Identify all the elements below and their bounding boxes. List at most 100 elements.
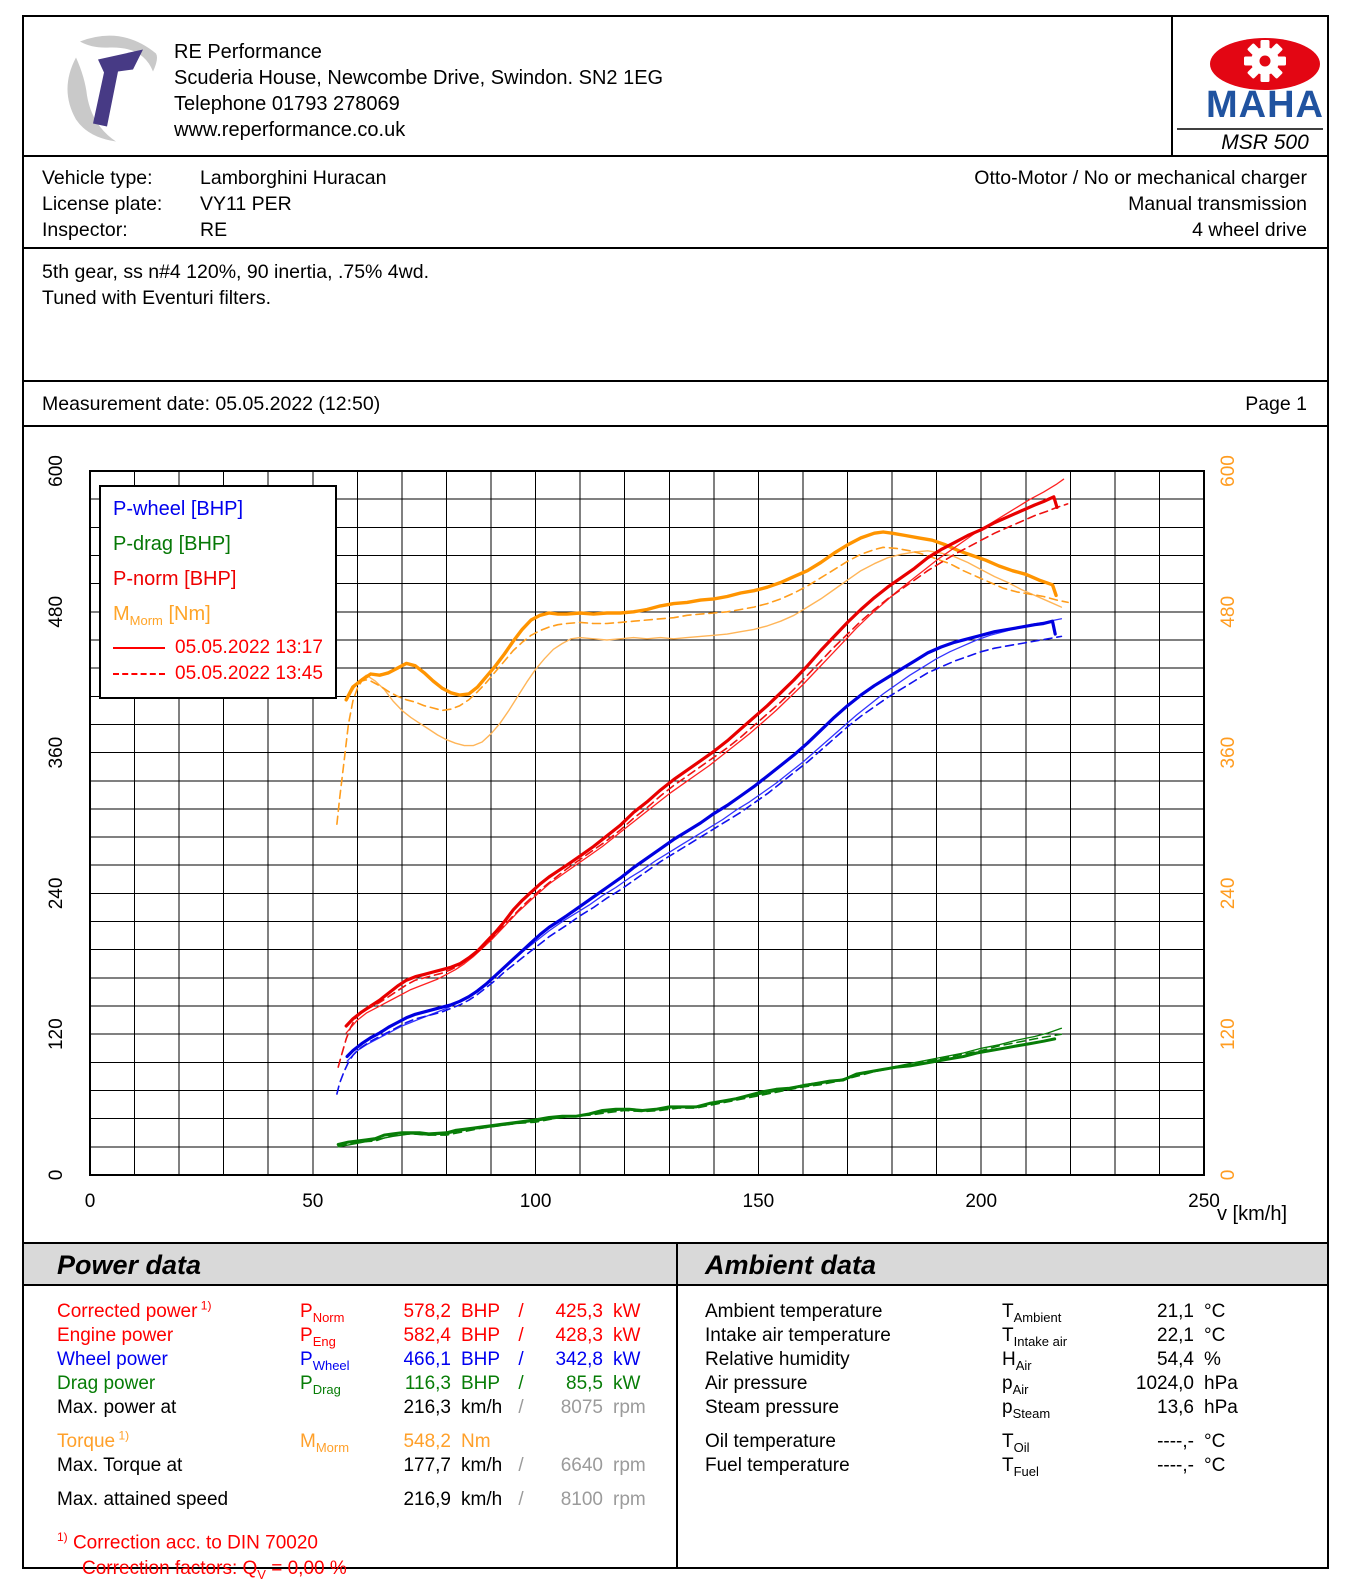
row-unit-1: BHP xyxy=(461,1373,501,1394)
row-value-2: 342,8 xyxy=(555,1349,603,1370)
row-unit-1: °C xyxy=(1204,1325,1226,1346)
legend-item-p-drag: P-drag [BHP] xyxy=(113,533,231,555)
row-symbol: PDrag xyxy=(300,1373,341,1397)
note-line: Tuned with Eventuri filters. xyxy=(42,287,272,309)
row-symbol: MMorm xyxy=(300,1431,350,1455)
device-model-text: MSR 500 xyxy=(1221,131,1309,154)
row-label: Relative humidity xyxy=(705,1349,850,1370)
row-unit-2: kW xyxy=(613,1349,641,1370)
company-website: www.reperformance.co.uk xyxy=(174,119,406,141)
row-value-1: 116,3 xyxy=(404,1373,451,1394)
chart-legend: P-wheel [BHP] P-drag [BHP] P-norm [BHP] … xyxy=(99,485,337,699)
row-unit-1: km/h xyxy=(461,1489,503,1510)
row-unit-2: kW xyxy=(613,1325,641,1346)
ambient-data-box: Ambient temperature TAmbient 21,1 °C Intake … xyxy=(678,1286,1327,1567)
row-label: Wheel power xyxy=(57,1349,168,1370)
row-unit-1: hPa xyxy=(1204,1373,1238,1394)
table-row: Relative humidity HAir 54,4% xyxy=(678,1348,1327,1372)
row-unit-1: BHP xyxy=(461,1349,501,1370)
dyno-chart-section: 0 50 100 150 200 250 0 0 120 120 240 240 360 360 480 48… xyxy=(24,427,1327,1242)
row-label: Engine power xyxy=(57,1325,174,1346)
power-data-rows: Corrected power 1) PNorm 578,2 BHP/425,3 kW E… xyxy=(24,1300,676,1512)
y-tick-label-right: 480 xyxy=(1218,596,1239,628)
ambient-data-header: Ambient data xyxy=(678,1244,1327,1284)
data-tables-section: Power data Ambient data Corrected power … xyxy=(24,1242,1327,1582)
notes-block: 5th gear, ss n#4 120%, 90 inertia, .75% … xyxy=(42,259,429,311)
row-separator: / xyxy=(518,1349,524,1370)
row-value-2: 428,3 xyxy=(555,1325,603,1346)
y-tick-label-right: 360 xyxy=(1218,737,1239,769)
vehicle-type-label: Vehicle type: xyxy=(42,167,153,189)
table-row: Fuel temperature TFuel ----,- °C xyxy=(678,1454,1327,1478)
ambient-data-title: Ambient data xyxy=(705,1250,877,1280)
row-symbol: PWheel xyxy=(300,1349,350,1373)
table-row: Oil temperature TOil ----,- °C xyxy=(678,1430,1327,1454)
series-p-wheel-thin xyxy=(346,618,1063,1062)
report-header: RE Performance Scuderia House, Newcombe … xyxy=(24,17,1327,157)
vehicle-info-left: Vehicle type: Lamborghini Huracan Licens… xyxy=(42,165,386,243)
row-value-1: 21,1 xyxy=(1157,1301,1194,1322)
measurement-date: Measurement date: 05.05.2022 (12:50) xyxy=(42,393,381,415)
y-tick-label-right: 600 xyxy=(1218,455,1239,487)
company-phone: Telephone 01793 278069 xyxy=(174,93,400,115)
table-row: Max. Torque at 177,7 km/h / 6640 rpm xyxy=(24,1454,676,1478)
row-symbol: TAmbient xyxy=(1002,1301,1062,1325)
row-unit-1: °C xyxy=(1204,1431,1226,1452)
row-symbol: TIntake air xyxy=(1002,1325,1068,1349)
row-unit-1: km/h xyxy=(461,1397,503,1418)
solid-line-sample xyxy=(113,646,165,649)
transmission-type: Manual transmission xyxy=(1128,193,1307,215)
x-tick-label: 150 xyxy=(743,1191,775,1212)
row-symbol xyxy=(300,1454,386,1478)
note-line: 5th gear, ss n#4 120%, 90 inertia, .75% … xyxy=(42,261,430,283)
row-value-1: 548,2 xyxy=(403,1431,451,1452)
drive-type: 4 wheel drive xyxy=(1192,219,1307,241)
row-symbol: HAir xyxy=(1002,1349,1032,1373)
row-unit-1: Nm xyxy=(461,1431,491,1452)
row-symbol: pSteam xyxy=(1002,1397,1051,1421)
x-tick-label: 100 xyxy=(520,1191,552,1212)
row-label: Steam pressure xyxy=(705,1397,840,1418)
table-row: Intake air temperature TIntake air 22,1 °C xyxy=(678,1324,1327,1348)
license-plate-row: License plate: VY11 PER xyxy=(42,191,386,217)
y-tick-label-right: 120 xyxy=(1218,1018,1239,1050)
company-address: Scuderia House, Newcombe Drive, Swindon.… xyxy=(174,67,664,89)
series-p-norm-thin xyxy=(345,478,1065,1034)
series-p-wheel-dashed xyxy=(336,635,1063,1095)
row-symbol xyxy=(300,1396,386,1420)
table-row: Wheel power PWheel 466,1 BHP / 342,8 kW xyxy=(24,1348,676,1372)
inspector-value: RE xyxy=(200,219,228,241)
table-row: Corrected power 1) PNorm 578,2 BHP / 425,3 kW xyxy=(24,1300,676,1324)
vehicle-info-right: Otto-Motor / No or mechanical charger Ma… xyxy=(974,165,1307,243)
series-m-morm-thin xyxy=(345,550,1063,747)
row-value-2: 8100 xyxy=(560,1489,603,1510)
y-tick-label-right: 0 xyxy=(1218,1170,1239,1181)
row-label: Max. attained speed xyxy=(57,1489,229,1510)
row-label: Fuel temperature xyxy=(705,1455,850,1476)
table-row: Engine power PEng 582,4 BHP / 428,3 kW xyxy=(24,1324,676,1348)
row-label: Oil temperature xyxy=(705,1431,836,1452)
maha-logo: MAHA MSR 500 xyxy=(1177,38,1323,154)
row-separator: / xyxy=(518,1373,524,1394)
x-tick-label: 250 xyxy=(1188,1191,1220,1212)
table-row: Max. attained speed 216,9 km/h / 8100 rpm xyxy=(24,1488,676,1512)
correction-footnotes: 1) Correction acc. to DIN 70020 Correcti… xyxy=(24,1524,676,1588)
row-unit-1: °C xyxy=(1204,1301,1226,1322)
measurement-date-bar: Measurement date: 05.05.2022 (12:50) Pag… xyxy=(24,380,1327,427)
series-p-norm-dashed xyxy=(337,503,1069,1068)
row-value-1: 216,3 xyxy=(403,1397,451,1418)
x-tick-label: 50 xyxy=(302,1191,323,1212)
row-value-1: 22,1 xyxy=(1157,1325,1194,1346)
y-tick-label-left: 120 xyxy=(46,1018,67,1050)
ambient-data-rows: Ambient temperature TAmbient 21,1 °C Intake … xyxy=(678,1300,1327,1478)
table-row: Steam pressure pSteam 13,6 hPa xyxy=(678,1396,1327,1420)
row-value-1: 466,1 xyxy=(403,1349,451,1370)
row-unit-1: BHP xyxy=(461,1325,501,1346)
company-name: RE Performance xyxy=(174,41,322,63)
row-symbol: pAir xyxy=(1002,1373,1029,1397)
row-value-1: 13,6 xyxy=(1157,1397,1194,1418)
row-separator: / xyxy=(518,1301,524,1322)
row-unit-1: BHP xyxy=(461,1301,501,1322)
y-tick-label-left: 240 xyxy=(46,878,67,910)
